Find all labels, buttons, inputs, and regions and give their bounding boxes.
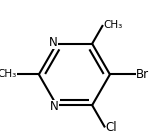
Text: CH₃: CH₃ — [104, 20, 123, 30]
Text: CH₃: CH₃ — [0, 69, 17, 79]
Text: Cl: Cl — [106, 121, 117, 134]
Text: N: N — [49, 36, 58, 49]
Text: N: N — [50, 100, 58, 113]
Text: Br: Br — [136, 68, 149, 81]
